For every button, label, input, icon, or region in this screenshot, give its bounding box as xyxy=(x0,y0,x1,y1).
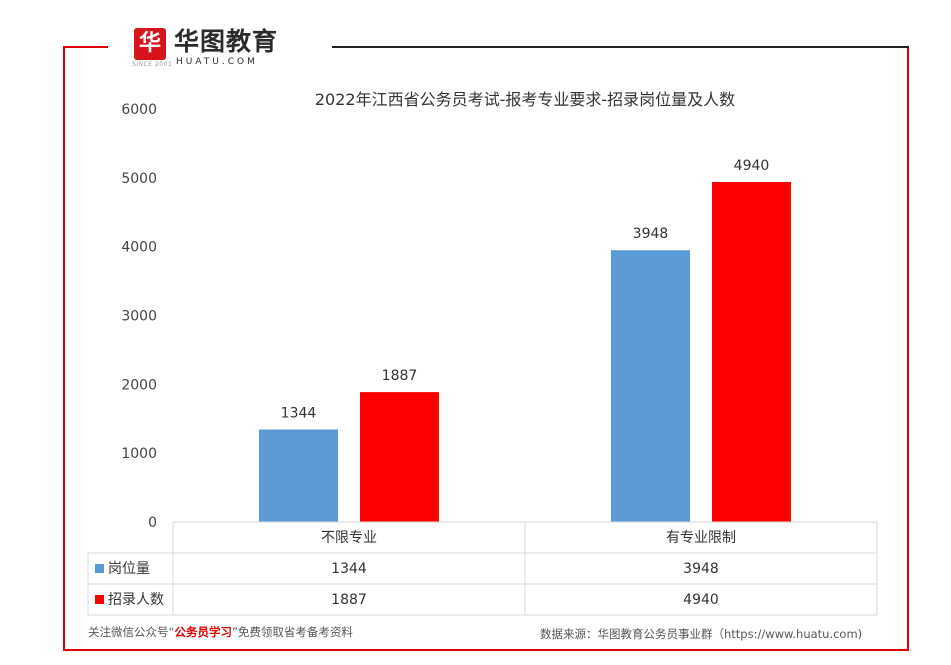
logo-since-text: SINCE 2001 xyxy=(132,61,173,68)
bar-recruits xyxy=(360,392,439,522)
footer-wechat-note: 关注微信公众号“公务员学习”免费领取省考备考资料 xyxy=(88,624,353,640)
y-tick-label: 0 xyxy=(148,515,157,531)
y-tick-label: 6000 xyxy=(121,102,157,118)
bar-positions xyxy=(259,429,338,522)
y-tick-label: 2000 xyxy=(121,377,157,393)
bar-group xyxy=(259,181,791,523)
frame-bottom-border xyxy=(63,649,909,651)
y-tick-label: 4000 xyxy=(121,240,157,256)
x-category-label: 不限专业 xyxy=(321,530,377,546)
footer-prefix: 关注微信公众号“ xyxy=(88,625,175,639)
footer-account-name: 公务员学习 xyxy=(174,625,232,639)
footer-suffix: ”免费领取省考备考资料 xyxy=(231,625,353,639)
bar-recruits xyxy=(712,181,791,523)
chart-title: 2022年江西省公务员考试-报考专业要求-招录岗位量及人数 xyxy=(314,90,736,109)
legend-series-name: 岗位量 xyxy=(108,561,150,577)
frame-right-border xyxy=(907,46,909,651)
y-tick-label: 3000 xyxy=(121,309,157,325)
bar-value-label: 4940 xyxy=(734,158,770,174)
frame-top-left-border xyxy=(63,46,108,48)
logo-domain: HUATU.COM xyxy=(176,57,258,67)
table-value: 1887 xyxy=(331,592,367,608)
bar-value-label: 1344 xyxy=(281,405,317,421)
legend-key xyxy=(95,595,104,604)
y-axis-tick-labels: 0 1000 2000 3000 4000 5000 6000 xyxy=(121,102,157,531)
data-labels: 1344 1887 3948 4940 xyxy=(281,158,770,422)
table-value: 4940 xyxy=(683,592,719,608)
footer-data-source: 数据来源：华图教育公务员事业群（https://www.huatu.com) xyxy=(540,627,863,641)
legend-series-name: 招录人数 xyxy=(108,592,164,608)
bar-value-label: 3948 xyxy=(633,226,669,242)
table-value: 3948 xyxy=(683,561,719,577)
frame-top-right-border xyxy=(332,46,909,48)
y-tick-label: 5000 xyxy=(121,171,157,187)
frame-left-border xyxy=(63,46,65,651)
legend-key xyxy=(95,564,104,573)
logo-name: 华图教育 xyxy=(174,27,279,56)
bar-positions xyxy=(611,250,690,522)
huatu-logo: 华 SINCE 2001 华图教育 HUATU.COM xyxy=(132,27,304,70)
y-tick-label: 1000 xyxy=(121,446,157,462)
bar-value-label: 1887 xyxy=(382,368,418,384)
table-value: 1344 xyxy=(331,561,367,577)
logo-mark-icon: 华 xyxy=(134,28,166,60)
x-category-label: 有专业限制 xyxy=(666,530,736,546)
